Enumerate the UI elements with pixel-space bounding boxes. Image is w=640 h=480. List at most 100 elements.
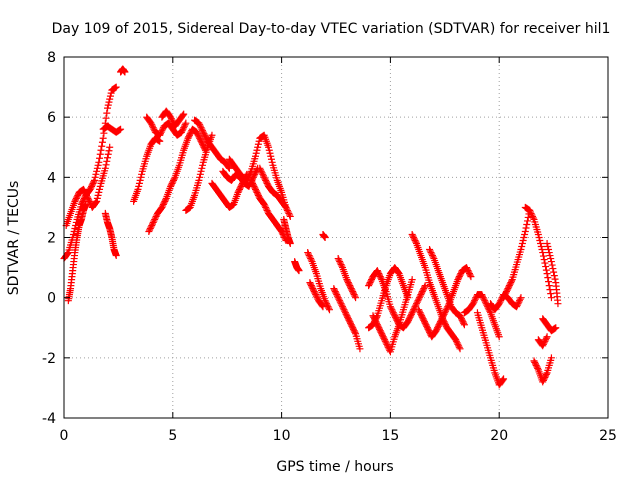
data-point xyxy=(347,319,355,327)
data-point xyxy=(542,334,550,342)
data-point xyxy=(150,217,158,225)
data-point xyxy=(252,149,260,157)
data-point xyxy=(96,182,104,190)
data-point xyxy=(537,243,545,251)
data-point xyxy=(80,187,88,195)
data-point xyxy=(420,285,428,293)
data-point xyxy=(310,288,318,296)
x-tick-label: 20 xyxy=(490,428,508,444)
data-point xyxy=(325,304,333,312)
data-point xyxy=(184,134,192,142)
data-point xyxy=(199,140,207,148)
series-track-ac xyxy=(415,264,475,341)
data-point xyxy=(414,297,422,305)
data-point xyxy=(417,310,425,318)
data-point xyxy=(454,340,462,348)
series-track-l xyxy=(191,116,233,172)
data-point xyxy=(225,163,233,171)
data-point xyxy=(458,316,466,324)
data-points xyxy=(60,65,562,389)
data-point xyxy=(336,298,344,306)
data-point xyxy=(465,268,473,276)
data-point xyxy=(545,282,553,290)
data-point xyxy=(521,230,529,238)
data-point xyxy=(98,142,106,150)
data-point xyxy=(376,325,384,333)
data-point xyxy=(152,212,160,220)
data-point xyxy=(147,119,155,127)
data-point xyxy=(373,313,381,321)
data-point xyxy=(539,249,547,257)
data-point xyxy=(339,304,347,312)
data-point xyxy=(348,322,356,330)
data-point xyxy=(378,330,386,338)
data-point xyxy=(151,214,159,222)
data-point xyxy=(195,133,203,141)
data-point xyxy=(103,109,111,117)
series-track-j xyxy=(158,107,188,130)
data-point xyxy=(341,307,349,315)
data-point xyxy=(101,164,109,172)
data-point xyxy=(107,89,115,97)
data-point xyxy=(306,279,314,287)
data-point xyxy=(201,131,209,139)
series-track-w xyxy=(330,285,364,353)
data-point xyxy=(156,130,164,138)
data-point xyxy=(337,300,345,308)
data-point xyxy=(85,197,93,205)
data-point xyxy=(157,128,165,136)
data-point xyxy=(267,152,275,160)
data-point xyxy=(369,321,377,329)
data-point xyxy=(543,240,551,248)
data-point xyxy=(436,319,444,327)
data-point xyxy=(265,143,273,151)
data-point xyxy=(419,315,427,323)
data-point xyxy=(256,164,264,172)
data-point xyxy=(146,224,154,232)
series-track-q xyxy=(256,164,294,220)
data-point xyxy=(263,206,271,214)
data-point xyxy=(504,285,512,293)
data-point xyxy=(365,282,373,290)
data-point xyxy=(531,360,539,368)
data-point xyxy=(410,304,418,312)
data-point xyxy=(257,166,265,174)
data-point xyxy=(428,250,436,258)
data-point xyxy=(466,271,474,279)
data-point xyxy=(457,315,465,323)
data-point xyxy=(90,176,98,184)
data-point xyxy=(408,276,416,284)
data-point xyxy=(170,175,178,183)
data-point xyxy=(550,268,558,276)
data-point xyxy=(456,271,464,279)
data-point xyxy=(432,327,440,335)
data-point xyxy=(159,200,167,208)
data-point xyxy=(418,313,426,321)
data-point xyxy=(534,230,542,238)
data-point xyxy=(156,137,164,145)
data-point xyxy=(356,345,364,353)
data-point xyxy=(547,258,555,266)
data-point xyxy=(439,312,447,320)
data-point xyxy=(351,292,359,300)
data-point xyxy=(73,193,81,201)
data-point xyxy=(156,131,164,139)
data-point xyxy=(374,268,382,276)
data-point xyxy=(456,312,464,320)
data-point xyxy=(457,270,465,278)
data-point xyxy=(307,256,315,264)
series-track-g xyxy=(130,134,164,205)
data-point xyxy=(545,246,553,254)
data-point xyxy=(266,149,274,157)
data-point xyxy=(381,337,389,345)
data-point xyxy=(148,122,156,130)
data-point xyxy=(236,184,244,192)
data-point xyxy=(343,312,351,320)
data-point xyxy=(347,321,355,329)
data-point xyxy=(389,307,397,315)
data-point xyxy=(554,300,562,308)
data-point xyxy=(196,173,204,181)
data-point xyxy=(412,301,420,309)
data-point xyxy=(418,288,426,296)
data-point xyxy=(304,250,312,258)
